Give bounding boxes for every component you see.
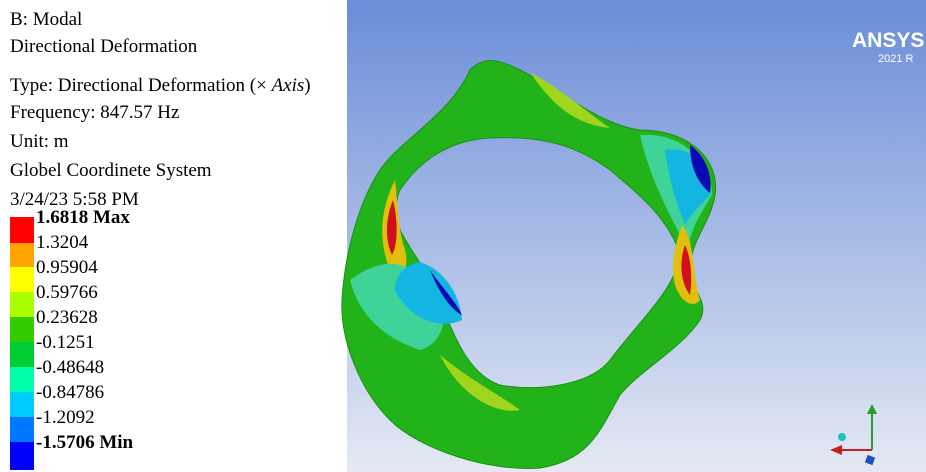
legend-label: -1.5706 Min [36, 433, 133, 453]
logo-version: 2021 R [878, 53, 914, 65]
legend-swatches [10, 217, 34, 470]
legend-label: 1.6818 Max [36, 208, 130, 228]
type-line: Type: Directional Deformation (× Axis) [10, 75, 311, 97]
legend-label: 0.59766 [36, 283, 98, 303]
legend-label: -0.84786 [36, 383, 104, 403]
logo: ANSYS [852, 29, 924, 52]
legend-label: 0.95904 [36, 258, 98, 278]
header-line: B: Modal [10, 9, 82, 31]
header-line: Directional Deformation [10, 36, 197, 58]
type-suffix: ) [304, 75, 310, 96]
info-line: Globel Coordinete System [10, 160, 212, 182]
legend-label: -0.48648 [36, 358, 104, 378]
info-line: Unit: m [10, 131, 69, 153]
screen: ANSYS 2021 R B: Modal Directional Deform… [0, 0, 926, 472]
info-line: Frequency: 847.57 Hz [10, 102, 179, 124]
legend-label: 0.23628 [36, 308, 98, 328]
legend-label: -1.2092 [36, 408, 95, 428]
legend-label: 1.3204 [36, 233, 88, 253]
legend-label: -0.1251 [36, 333, 95, 353]
type-prefix: Type: Directional Deformation (× [10, 75, 272, 96]
type-axis: Axis [272, 75, 305, 96]
viewport: ANSYS 2021 R [0, 0, 926, 472]
